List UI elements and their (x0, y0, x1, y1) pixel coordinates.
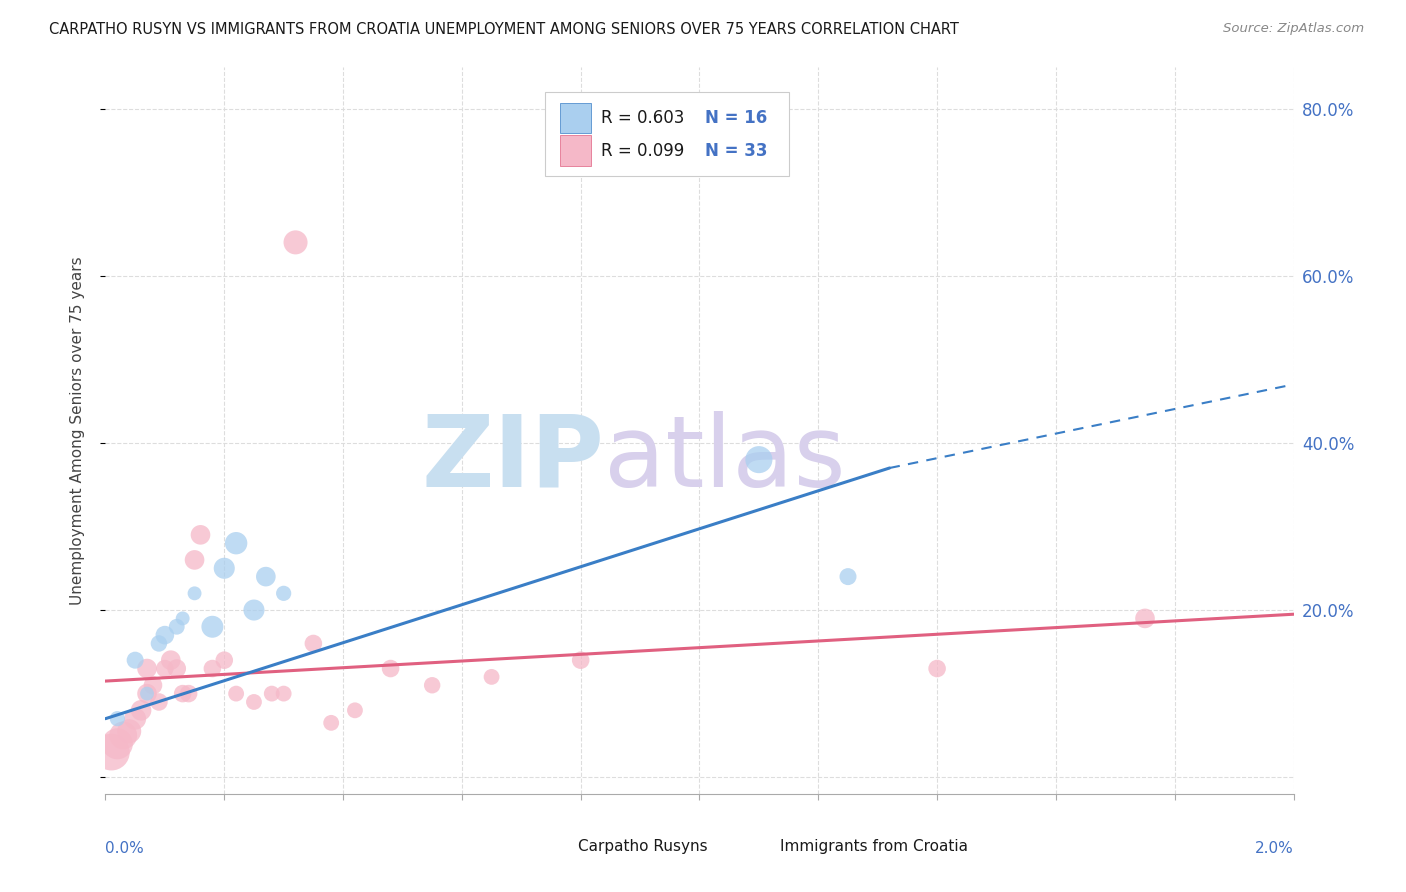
Point (837, 569, 859, 583)
Text: CARPATHO RUSYN VS IMMIGRANTS FROM CROATIA UNEMPLOYMENT AMONG SENIORS OVER 75 YEA: CARPATHO RUSYN VS IMMIGRANTS FROM CROATI… (49, 22, 959, 37)
Point (148, 636, 170, 650)
Point (273, 586, 295, 600)
Point (243, 695, 266, 709)
Point (214, 653, 236, 667)
Point (243, 603, 266, 617)
Point (183, 553, 205, 567)
Point (100, 745, 122, 759)
Point (225, 536, 247, 550)
Point (748, 452, 770, 467)
Point (159, 653, 181, 667)
Point (118, 724, 141, 739)
Point (148, 695, 170, 709)
Point (166, 620, 188, 634)
Point (927, 661, 949, 675)
Point (321, 715, 343, 730)
FancyBboxPatch shape (561, 136, 592, 166)
Text: ZIP: ZIP (422, 411, 605, 508)
Point (129, 703, 152, 717)
Point (124, 712, 146, 726)
Point (481, 670, 503, 684)
Point (105, 712, 128, 726)
Point (254, 569, 277, 583)
Text: Immigrants from Croatia: Immigrants from Croatia (780, 838, 969, 854)
Text: Carpatho Rusyns: Carpatho Rusyns (578, 838, 709, 854)
Point (420, 678, 443, 692)
Point (112, 728, 135, 742)
FancyBboxPatch shape (546, 93, 789, 176)
Point (105, 737, 128, 751)
Point (153, 661, 176, 675)
Point (260, 687, 283, 701)
FancyBboxPatch shape (745, 834, 776, 859)
Point (380, 661, 402, 675)
Point (172, 611, 194, 625)
Point (1133, 611, 1156, 625)
Point (124, 653, 146, 667)
Text: N = 16: N = 16 (706, 109, 768, 127)
Point (136, 661, 159, 675)
Point (183, 586, 205, 600)
Point (273, 687, 295, 701)
Point (136, 687, 159, 701)
Point (136, 687, 159, 701)
Text: atlas: atlas (605, 411, 846, 508)
Point (177, 687, 200, 701)
Point (166, 661, 188, 675)
Y-axis label: Unemployment Among Seniors over 75 years: Unemployment Among Seniors over 75 years (70, 256, 84, 605)
Point (214, 561, 236, 575)
Point (201, 620, 224, 634)
Text: R = 0.603: R = 0.603 (600, 109, 685, 127)
Point (142, 678, 165, 692)
FancyBboxPatch shape (561, 103, 592, 133)
Point (172, 687, 194, 701)
Point (225, 687, 247, 701)
Text: N = 33: N = 33 (706, 142, 768, 160)
Point (284, 235, 307, 250)
Text: Source: ZipAtlas.com: Source: ZipAtlas.com (1223, 22, 1364, 36)
Point (153, 628, 176, 642)
Point (343, 703, 366, 717)
Point (201, 661, 224, 675)
Point (569, 653, 592, 667)
Text: 2.0%: 2.0% (1254, 841, 1294, 856)
Point (302, 636, 325, 650)
Text: R = 0.099: R = 0.099 (600, 142, 685, 160)
Point (190, 528, 212, 542)
FancyBboxPatch shape (543, 834, 574, 859)
Text: 0.0%: 0.0% (105, 841, 145, 856)
